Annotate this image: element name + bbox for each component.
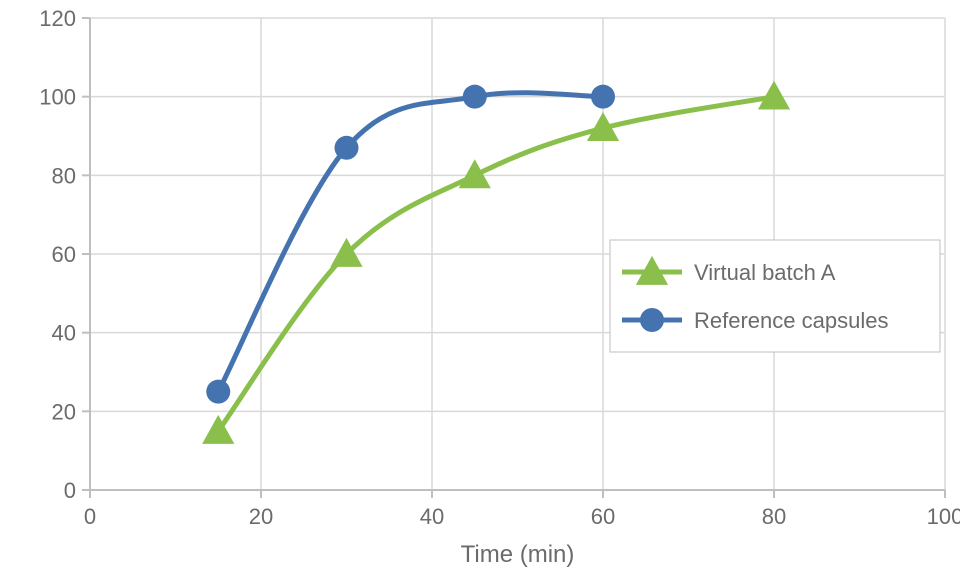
x-tick-label: 20 [249, 504, 273, 529]
marker-circle [206, 380, 230, 404]
y-tick-label: 0 [64, 478, 76, 503]
x-tick-label: 80 [762, 504, 786, 529]
x-tick-label: 0 [84, 504, 96, 529]
legend-label: Virtual batch A [694, 260, 836, 285]
marker-circle [640, 308, 664, 332]
x-tick-label: 60 [591, 504, 615, 529]
y-tick-label: 40 [52, 321, 76, 346]
marker-circle [463, 85, 487, 109]
y-tick-label: 60 [52, 242, 76, 267]
legend-box [610, 240, 940, 352]
y-tick-label: 80 [52, 163, 76, 188]
x-axis-label: Time (min) [461, 541, 575, 568]
y-tick-label: 100 [39, 85, 76, 110]
legend: Virtual batch A Reference capsules [610, 240, 940, 352]
x-tick-label: 100 [927, 504, 960, 529]
x-tick-label: 40 [420, 504, 444, 529]
dissolution-chart: 0 20 40 60 80 100 0 20 40 60 80 100 120 Time (min) Vir… [0, 0, 960, 576]
y-tick-label: 120 [39, 6, 76, 31]
marker-circle [335, 136, 359, 160]
marker-circle [591, 85, 615, 109]
legend-label: Reference capsules [694, 308, 888, 333]
chart-svg: 0 20 40 60 80 100 0 20 40 60 80 100 120 Time (min) Vir… [0, 0, 960, 576]
y-tick-label: 20 [52, 399, 76, 424]
